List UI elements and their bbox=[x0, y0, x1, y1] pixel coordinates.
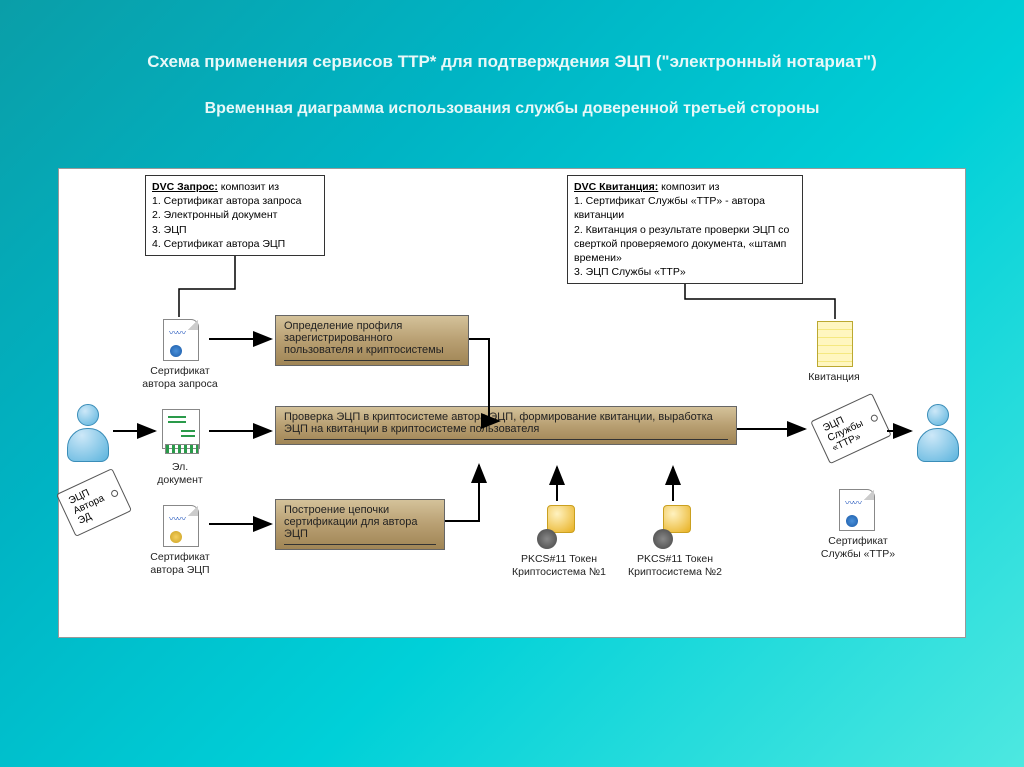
note-dvc-request: DVC Запрос: композит из 1. Сертификат ав… bbox=[145, 175, 325, 256]
cert-ttp-label: Сертификат Службы «TTP» bbox=[815, 535, 901, 560]
person-left-icon bbox=[63, 404, 113, 466]
page-title: Схема применения сервисов TTP* для подтв… bbox=[0, 52, 1024, 72]
cert-ttp-icon: 〰〰 bbox=[839, 489, 875, 531]
proc-profile: Определение профиля зарегистрированного … bbox=[275, 315, 469, 366]
doc-label: Эл. документ bbox=[149, 461, 211, 486]
cert-request-label: Сертификат автора запроса bbox=[139, 365, 221, 390]
diagram-canvas: DVC Запрос: композит из 1. Сертификат ав… bbox=[58, 168, 966, 638]
doc-icon bbox=[162, 409, 200, 449]
person-right-icon bbox=[913, 404, 963, 466]
receipt-icon bbox=[817, 321, 853, 367]
token2-icon bbox=[653, 505, 693, 549]
note-dvc-receipt: DVC Квитанция: композит из 1. Сертификат… bbox=[567, 175, 803, 284]
tag-author-sig: ЭЦП Автора ЭД bbox=[56, 468, 132, 537]
token1-label: PKCS#11 Токен Криптосистема №1 bbox=[507, 553, 611, 578]
cert-request-icon: 〰〰 bbox=[163, 319, 199, 361]
proc-chain: Построение цепочки сертификации для авто… bbox=[275, 499, 445, 550]
receipt-label: Квитанция bbox=[801, 371, 867, 384]
page-subtitle: Временная диаграмма использования службы… bbox=[0, 100, 1024, 118]
token2-label: PKCS#11 Токен Криптосистема №2 bbox=[623, 553, 727, 578]
token1-icon bbox=[537, 505, 577, 549]
proc-check: Проверка ЭЦП в криптосистеме автора ЭЦП,… bbox=[275, 406, 737, 445]
cert-sig-label: Сертификат автора ЭЦП bbox=[139, 551, 221, 576]
cert-sig-icon: 〰〰 bbox=[163, 505, 199, 547]
tag-ttp-sig: ЭЦП Службы «TTP» bbox=[810, 393, 891, 464]
